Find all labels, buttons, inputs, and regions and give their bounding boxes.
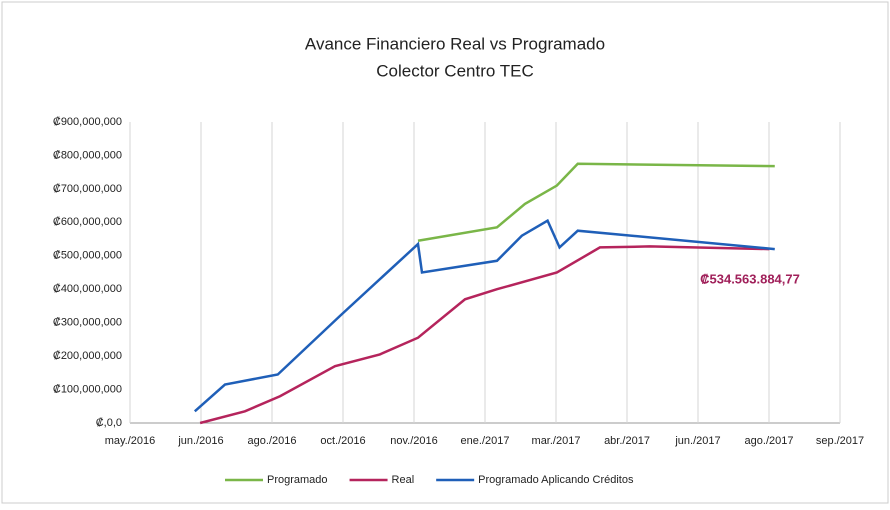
x-tick-label: jun./2016 — [177, 435, 223, 447]
series-line — [193, 218, 775, 413]
x-tick-label: oct./2016 — [320, 435, 365, 447]
y-tick-label: ₡700,000,000 — [53, 183, 122, 195]
x-tick-label: abr./2017 — [604, 435, 650, 447]
x-tick-label: ago./2017 — [745, 435, 794, 447]
legend-label: Real — [392, 474, 415, 486]
series-line — [199, 245, 770, 425]
series-line — [417, 162, 775, 242]
y-tick-label: ₡400,000,000 — [53, 283, 122, 295]
y-tick-label: ₡100,000,000 — [53, 383, 122, 395]
x-tick-label: ago./2016 — [248, 435, 297, 447]
chart-title: Avance Financiero Real vs Programado — [305, 34, 605, 53]
y-tick-label: ₡900,000,000 — [53, 116, 122, 128]
legend-label: Programado Aplicando Créditos — [478, 474, 634, 486]
y-tick-label: ₡500,000,000 — [53, 250, 122, 262]
x-tick-label: jun./2017 — [674, 435, 720, 447]
x-tick-label: may./2016 — [105, 435, 156, 447]
legend-label: Programado — [267, 474, 328, 486]
y-tick-label: ₡800,000,000 — [53, 149, 122, 161]
chart-subtitle: Colector Centro TEC — [376, 61, 533, 80]
x-tick-label: sep./2017 — [816, 435, 864, 447]
y-tick-label: ₡,0,0 — [96, 417, 122, 429]
y-tick-label: ₡600,000,000 — [53, 216, 122, 228]
y-tick-label: ₡200,000,000 — [53, 350, 122, 362]
y-tick-label: ₡300,000,000 — [53, 317, 122, 329]
x-tick-label: nov./2016 — [390, 435, 438, 447]
x-tick-label: ene./2017 — [461, 435, 510, 447]
annotation: ₡534.563.884,77 — [700, 271, 800, 286]
x-tick-label: mar./2017 — [532, 435, 581, 447]
